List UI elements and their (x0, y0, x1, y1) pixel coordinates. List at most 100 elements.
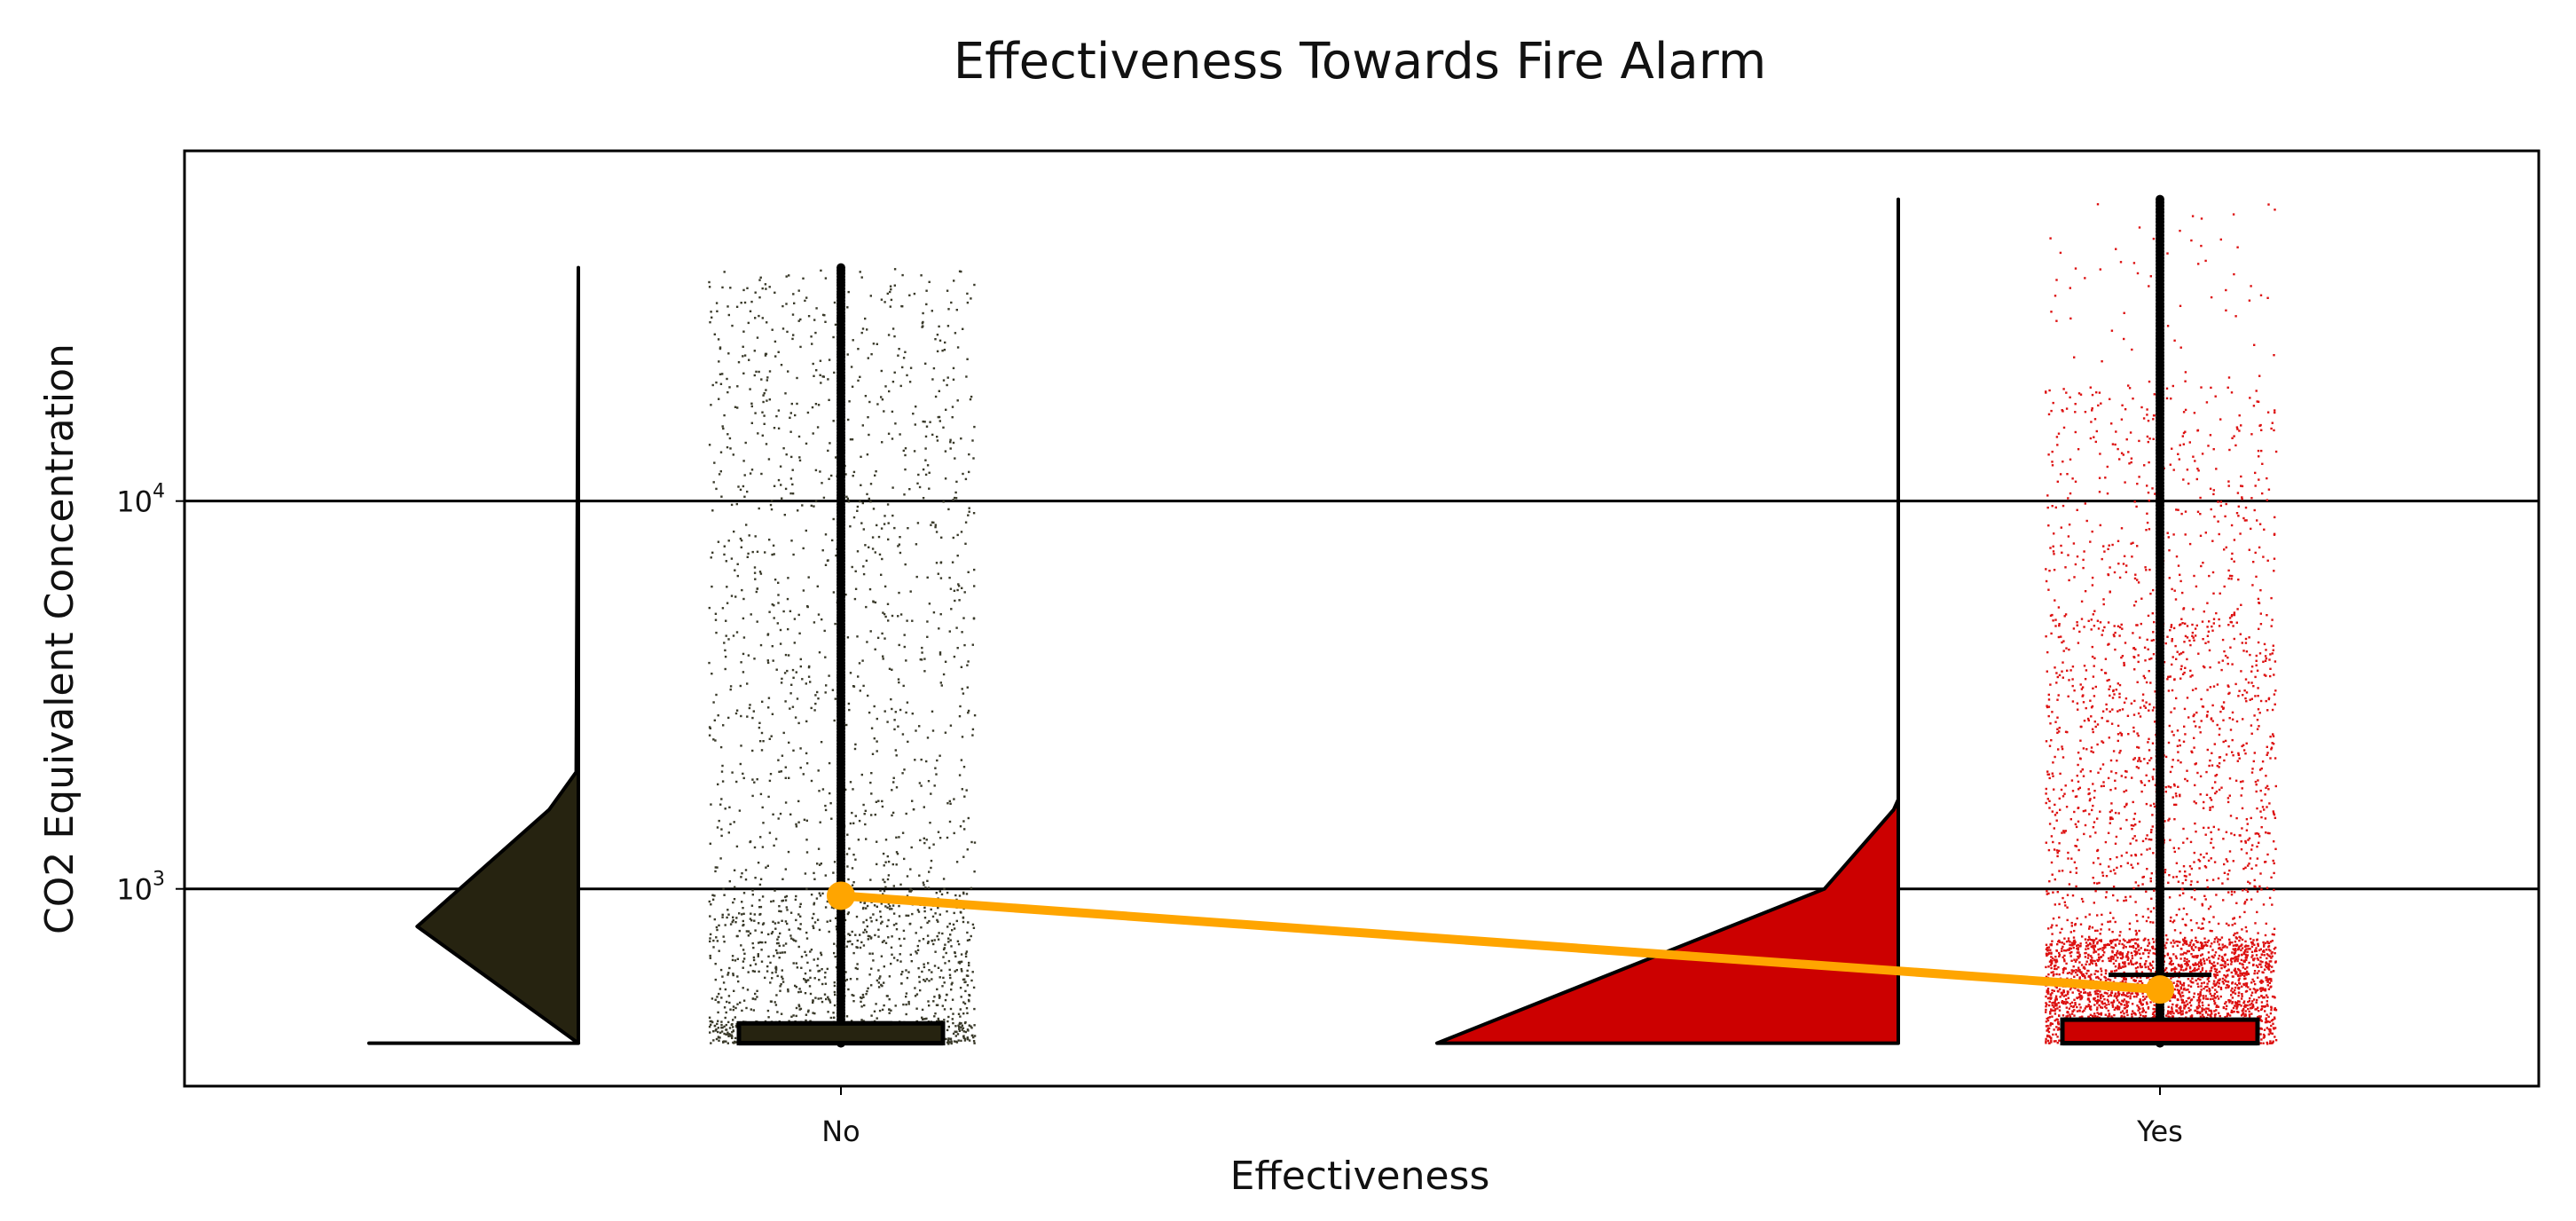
rain-point (2141, 1003, 2144, 1005)
rain-point (2089, 1005, 2093, 1008)
rain-point (2213, 973, 2216, 976)
rain-point (709, 915, 711, 918)
rain-point (817, 970, 820, 973)
rain-point (2239, 974, 2242, 977)
rain-point (2172, 993, 2175, 996)
rain-point (742, 460, 745, 462)
rain-point (713, 918, 716, 921)
rain-point (910, 889, 913, 892)
rain-point (2149, 964, 2152, 966)
rain-point (2147, 944, 2149, 948)
rain-point (2110, 991, 2113, 995)
rain-point (2048, 960, 2052, 963)
rain-point (2100, 1013, 2102, 1016)
rain-point (2210, 969, 2212, 972)
rain-point (718, 473, 721, 476)
rain-point (887, 432, 891, 435)
rain-point (2180, 998, 2183, 1001)
rain-point (2187, 1006, 2190, 1010)
rain-point (2165, 971, 2169, 974)
rain-point (2133, 938, 2136, 941)
rain-point (877, 928, 880, 931)
rain-point (2236, 957, 2240, 960)
rain-point (2138, 980, 2140, 983)
rain-point (891, 327, 895, 330)
rain-point (912, 807, 915, 811)
rain-point (2201, 953, 2203, 956)
rain-point (818, 892, 821, 894)
rain-point (2054, 1001, 2056, 1004)
rain-point (2203, 959, 2206, 963)
rain-point (891, 863, 894, 866)
rain-point (2187, 984, 2190, 987)
rain-point (789, 416, 791, 419)
rain-point (943, 887, 946, 890)
rain-point (761, 895, 765, 898)
rain-point (923, 806, 925, 808)
rain-point (952, 441, 955, 445)
rain-point (2085, 941, 2088, 944)
rain-point (2170, 963, 2173, 966)
rain-point (2153, 1004, 2156, 1006)
rain-point (2213, 999, 2216, 1002)
rain-point (959, 705, 962, 708)
rain-point (2250, 945, 2254, 948)
rain-point (886, 995, 889, 997)
rain-point (742, 924, 745, 926)
rain-point (902, 1003, 905, 1006)
rain-point (2149, 968, 2152, 972)
rain-point (959, 1015, 962, 1018)
rain-point (2087, 947, 2090, 950)
rain-point (785, 303, 788, 305)
rain-point (953, 280, 955, 282)
rain-point (874, 648, 876, 650)
rain-point (2132, 996, 2136, 998)
rain-point (2250, 1002, 2253, 1005)
rain-point (967, 974, 970, 977)
rain-point (777, 921, 780, 924)
rain-point (767, 955, 770, 958)
rain-point (2259, 1019, 2262, 1021)
rain-point (855, 915, 859, 918)
rain-point (876, 918, 878, 922)
rain-point (727, 1035, 730, 1037)
rain-point (764, 976, 766, 980)
rain-point (948, 968, 951, 972)
rain-point (859, 689, 861, 692)
rain-point (2054, 999, 2057, 1002)
rain-point (770, 932, 774, 935)
rain-point (2221, 957, 2225, 960)
rain-point (798, 459, 802, 462)
rain-point (774, 971, 777, 973)
rain-point (725, 1028, 727, 1031)
rain-point (2267, 988, 2271, 990)
rain-point (880, 396, 883, 398)
rain-point (2220, 958, 2224, 962)
rain-point (867, 938, 869, 941)
rain-point (2251, 1004, 2255, 1006)
rain-point (2259, 1033, 2262, 1036)
rain-point (2108, 959, 2111, 962)
rain-point (2069, 951, 2071, 955)
rain-point (2073, 975, 2076, 978)
rain-point (865, 559, 868, 563)
rain-point (2240, 958, 2243, 962)
rain-point (760, 949, 763, 951)
rain-point (732, 973, 734, 975)
rain-point (2201, 1008, 2204, 1012)
rain-point (767, 795, 770, 799)
rain-point (2068, 972, 2071, 974)
rain-point (791, 938, 795, 941)
rain-point (2074, 941, 2077, 943)
rain-point (2248, 1010, 2250, 1013)
rain-point (2061, 1000, 2064, 1003)
rain-point (2110, 1015, 2113, 1018)
rain-point (2090, 1008, 2093, 1011)
rain-point (779, 951, 781, 954)
rain-point (832, 420, 835, 422)
rain-point (806, 605, 809, 609)
rain-point (2111, 949, 2114, 953)
rain-point (783, 951, 787, 954)
rain-point (915, 993, 919, 996)
rain-point (2259, 948, 2262, 950)
